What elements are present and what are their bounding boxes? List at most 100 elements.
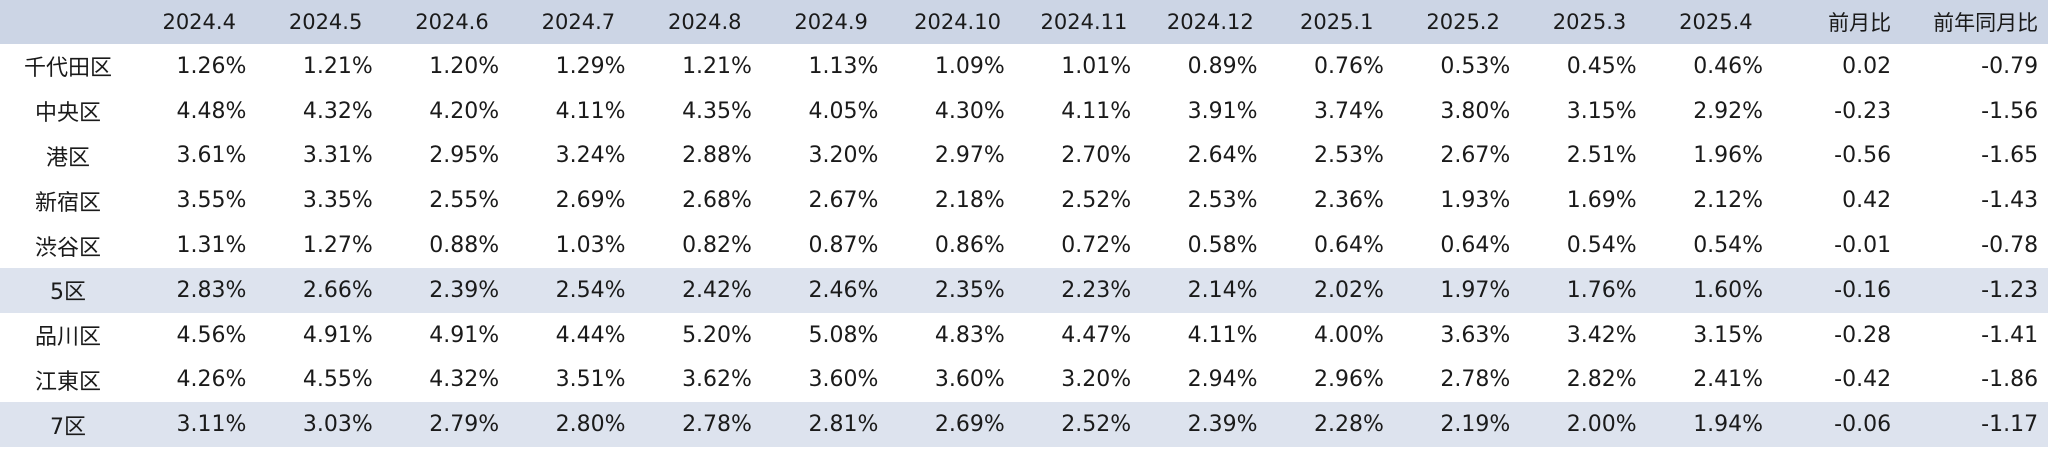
rate-cell: 1.69% xyxy=(1566,188,1637,214)
rate-cell: 4.11% xyxy=(555,98,626,124)
rate-cell: 1.60% xyxy=(1652,267,1780,313)
row-label: 新宿区 xyxy=(34,190,101,216)
rate-cell: 4.44% xyxy=(555,322,626,348)
rate-cell: 0.88% xyxy=(429,233,500,259)
year-over-year-cell: -1.43 xyxy=(1981,188,2039,214)
rate-cell: 1.27% xyxy=(302,233,373,259)
header-period-11: 2025.2 xyxy=(1399,0,1527,44)
table-row: 江東区 4.26% 4.55% 4.32% 3.51% 3.62% 3.60% 3.60% 3.… xyxy=(0,358,2048,403)
rate-cell: 2.14% xyxy=(1147,267,1274,313)
rate-cell: 3.61% xyxy=(176,143,247,169)
rate-cell: 4.35% xyxy=(682,98,752,124)
rate-cell: 2.68% xyxy=(682,188,752,214)
month-over-month-cell: -0.23 xyxy=(1834,98,1892,124)
rate-cell: 4.55% xyxy=(302,367,373,393)
subtotal-row: 5区 2.83% 2.66% 2.39% 2.54% 2.42% 2.46% 2.35% 2.2… xyxy=(0,267,2048,313)
rate-cell: 2.36% xyxy=(1314,188,1384,214)
rate-cell: 2.41% xyxy=(1693,367,1764,393)
rate-cell: 3.11% xyxy=(136,402,263,448)
rate-cell: 2.83% xyxy=(136,267,263,313)
rate-cell: 0.54% xyxy=(1566,233,1637,259)
header-year-over-year: 前年同月比 xyxy=(1905,0,2048,44)
rate-cell: 2.28% xyxy=(1273,402,1400,448)
table-row: 千代田区 1.26% 1.21% 1.20% 1.29% 1.21% 1.13% 1.09% 1… xyxy=(0,44,2048,89)
header-month-over-month: 前月比 xyxy=(1779,0,1906,44)
rate-cell: 2.02% xyxy=(1273,267,1400,313)
rate-cell: 1.01% xyxy=(1061,53,1132,79)
rate-cell: 2.88% xyxy=(682,143,752,169)
rate-cell: 4.20% xyxy=(429,98,500,124)
rate-cell: 0.86% xyxy=(934,233,1005,259)
rate-cell: 1.97% xyxy=(1399,267,1527,313)
month-over-month-cell: 0.42 xyxy=(1842,188,1892,214)
rate-cell: 3.42% xyxy=(1566,322,1637,348)
rate-cell: 1.94% xyxy=(1652,402,1780,448)
rate-cell: 0.53% xyxy=(1440,53,1511,79)
rate-cell: 2.53% xyxy=(1187,188,1258,214)
rate-cell: 2.12% xyxy=(1693,188,1764,214)
rate-cell: 2.78% xyxy=(1440,367,1511,393)
rate-cell: 2.66% xyxy=(262,267,389,313)
rate-cell: 3.91% xyxy=(1187,98,1258,124)
rate-cell: 0.58% xyxy=(1187,233,1258,259)
header-period-6: 2024.9 xyxy=(767,0,895,44)
row-label: 品川区 xyxy=(34,325,101,351)
rate-cell: 3.51% xyxy=(555,367,626,393)
row-label: 千代田区 xyxy=(23,56,112,82)
month-over-month-cell: -0.06 xyxy=(1779,402,1906,448)
year-over-year-cell: -1.65 xyxy=(1981,143,2039,169)
rate-cell: 1.21% xyxy=(682,53,752,79)
month-over-month-cell: -0.42 xyxy=(1834,367,1892,393)
rate-cell: 2.00% xyxy=(1526,402,1653,448)
month-over-month-cell: -0.28 xyxy=(1834,322,1892,348)
rate-cell: 2.78% xyxy=(641,402,768,448)
year-over-year-cell: -0.79 xyxy=(1981,53,2039,79)
rate-cell: 2.82% xyxy=(1566,367,1637,393)
month-over-month-cell: 0.02 xyxy=(1842,53,1892,79)
rate-cell: 1.03% xyxy=(555,233,626,259)
rate-cell: 4.91% xyxy=(429,322,500,348)
rate-cell: 2.35% xyxy=(894,267,1021,313)
rate-cell: 4.00% xyxy=(1314,322,1384,348)
rate-cell: 2.19% xyxy=(1399,402,1527,448)
header-period-1: 2024.4 xyxy=(136,0,263,44)
rate-cell: 3.31% xyxy=(302,143,373,169)
rate-cell: 3.63% xyxy=(1440,322,1511,348)
rate-cell: 2.55% xyxy=(429,188,500,214)
header-period-9: 2024.12 xyxy=(1147,0,1274,44)
rate-cell: 2.52% xyxy=(1020,402,1148,448)
table-row: 新宿区 3.55% 3.35% 2.55% 2.69% 2.68% 2.67% 2.18% 2.… xyxy=(0,178,2048,223)
rate-cell: 1.20% xyxy=(429,53,500,79)
rate-cell: 1.76% xyxy=(1526,267,1653,313)
rate-cell: 0.72% xyxy=(1061,233,1132,259)
rate-cell: 2.81% xyxy=(767,402,895,448)
rate-cell: 3.15% xyxy=(1693,322,1764,348)
rate-cell: 0.82% xyxy=(682,233,752,259)
rate-cell: 0.76% xyxy=(1314,53,1384,79)
rate-cell: 1.26% xyxy=(176,53,247,79)
rate-cell: 2.54% xyxy=(515,267,642,313)
header-row: 2024.4 2024.5 2024.6 2024.7 2024.8 2024.9 2024… xyxy=(0,0,2048,44)
year-over-year-cell: -1.86 xyxy=(1981,367,2039,393)
rate-cell: 2.39% xyxy=(1147,402,1274,448)
month-over-month-cell: -0.16 xyxy=(1779,267,1906,313)
table-row: 渋谷区 1.31% 1.27% 0.88% 1.03% 0.82% 0.87% 0.86% 0.… xyxy=(0,223,2048,268)
header-corner-cell xyxy=(0,0,136,44)
row-label: 中央区 xyxy=(34,101,101,127)
rate-cell: 2.69% xyxy=(555,188,626,214)
rate-cell: 2.23% xyxy=(1020,267,1148,313)
year-over-year-cell: -1.17 xyxy=(1905,402,2048,448)
rate-cell: 4.56% xyxy=(176,322,247,348)
rate-cell: 5.20% xyxy=(682,322,752,348)
row-label: 港区 xyxy=(45,145,90,171)
row-label: 5区 xyxy=(0,267,136,313)
header-period-10: 2025.1 xyxy=(1273,0,1400,44)
header-period-3: 2024.6 xyxy=(388,0,516,44)
rate-cell: 1.09% xyxy=(934,53,1005,79)
rate-cell: 4.05% xyxy=(808,98,879,124)
header-period-12: 2025.3 xyxy=(1526,0,1653,44)
rate-cell: 0.46% xyxy=(1693,53,1764,79)
rate-cell: 4.11% xyxy=(1187,322,1258,348)
rate-cell: 0.54% xyxy=(1693,233,1764,259)
